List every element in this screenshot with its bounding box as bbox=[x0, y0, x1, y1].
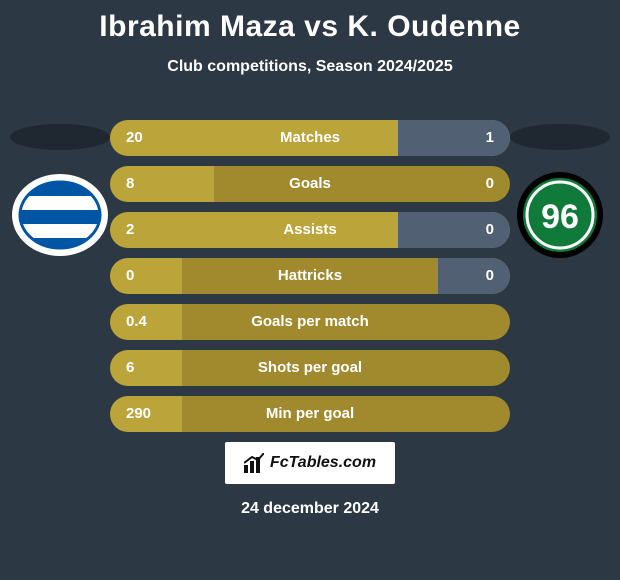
stat-row: 6Shots per goal bbox=[110, 350, 510, 386]
stat-row: 20Matches1 bbox=[110, 120, 510, 156]
club-badge-hannover: 96 bbox=[510, 172, 610, 258]
stat-label: Hattricks bbox=[110, 258, 510, 294]
svg-text:96: 96 bbox=[541, 198, 579, 236]
stat-row: 2Assists0 bbox=[110, 212, 510, 248]
club-badge-hertha: Hertha BSC bbox=[10, 172, 110, 258]
stat-value-right: 1 bbox=[486, 120, 494, 156]
stat-value-right: 0 bbox=[486, 258, 494, 294]
stat-label: Shots per goal bbox=[110, 350, 510, 386]
page-subtitle: Club competitions, Season 2024/2025 bbox=[0, 58, 620, 76]
stat-row: 290Min per goal bbox=[110, 396, 510, 432]
player-silhouette-shadow bbox=[10, 124, 110, 150]
stat-row: 8Goals0 bbox=[110, 166, 510, 202]
infographic-date: 24 december 2024 bbox=[0, 500, 620, 518]
player-panel-right: 96 bbox=[500, 110, 620, 258]
svg-text:Hertha BSC: Hertha BSC bbox=[35, 210, 86, 220]
stats-table: 20Matches18Goals02Assists00Hattricks00.4… bbox=[110, 120, 510, 442]
stat-label: Matches bbox=[110, 120, 510, 156]
player-silhouette-shadow bbox=[510, 124, 610, 150]
stat-value-right: 0 bbox=[486, 166, 494, 202]
stat-row: 0.4Goals per match bbox=[110, 304, 510, 340]
brand-text: FcTables.com bbox=[270, 454, 376, 472]
stat-value-right: 0 bbox=[486, 212, 494, 248]
stat-label: Goals bbox=[110, 166, 510, 202]
stat-label: Goals per match bbox=[110, 304, 510, 340]
player-panel-left: Hertha BSC bbox=[0, 110, 120, 258]
brand-fctables[interactable]: FcTables.com bbox=[225, 442, 395, 484]
page-title: Ibrahim Maza vs K. Oudenne bbox=[0, 0, 620, 44]
stat-label: Min per goal bbox=[110, 396, 510, 432]
brand-chart-icon bbox=[244, 453, 264, 473]
stat-row: 0Hattricks0 bbox=[110, 258, 510, 294]
stat-label: Assists bbox=[110, 212, 510, 248]
